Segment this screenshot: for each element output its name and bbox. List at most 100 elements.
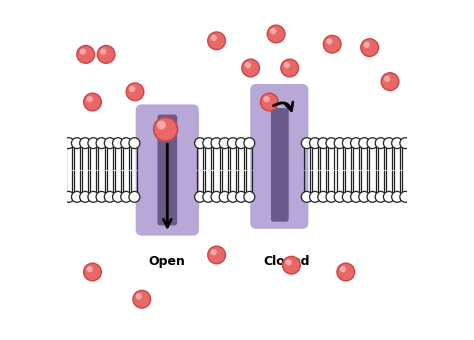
Circle shape bbox=[381, 73, 399, 90]
Text: Closed: Closed bbox=[263, 255, 310, 268]
Circle shape bbox=[359, 191, 370, 202]
Circle shape bbox=[384, 75, 391, 82]
Circle shape bbox=[121, 191, 132, 202]
Circle shape bbox=[270, 28, 276, 34]
Circle shape bbox=[100, 48, 107, 55]
Circle shape bbox=[126, 83, 144, 101]
Circle shape bbox=[211, 138, 222, 149]
Circle shape bbox=[86, 266, 93, 272]
Circle shape bbox=[326, 138, 337, 149]
Circle shape bbox=[367, 138, 378, 149]
Circle shape bbox=[244, 191, 255, 202]
Circle shape bbox=[104, 191, 115, 202]
Circle shape bbox=[242, 59, 259, 77]
Circle shape bbox=[203, 138, 214, 149]
Circle shape bbox=[80, 48, 86, 55]
Circle shape bbox=[228, 138, 238, 149]
Circle shape bbox=[367, 191, 378, 202]
Circle shape bbox=[211, 191, 222, 202]
Circle shape bbox=[88, 138, 99, 149]
Circle shape bbox=[133, 290, 151, 308]
Circle shape bbox=[129, 191, 140, 202]
Circle shape bbox=[136, 293, 142, 300]
Circle shape bbox=[129, 86, 136, 92]
Circle shape bbox=[318, 138, 328, 149]
Circle shape bbox=[96, 191, 107, 202]
Circle shape bbox=[283, 256, 300, 274]
Circle shape bbox=[104, 138, 115, 149]
Circle shape bbox=[342, 191, 353, 202]
Circle shape bbox=[334, 191, 345, 202]
Circle shape bbox=[96, 138, 107, 149]
Circle shape bbox=[245, 62, 251, 68]
Circle shape bbox=[323, 35, 341, 53]
Circle shape bbox=[121, 138, 132, 149]
Circle shape bbox=[80, 138, 91, 149]
Circle shape bbox=[83, 93, 101, 111]
Circle shape bbox=[72, 138, 82, 149]
Circle shape bbox=[281, 59, 299, 77]
Circle shape bbox=[267, 25, 285, 43]
Circle shape bbox=[375, 138, 386, 149]
Circle shape bbox=[72, 191, 82, 202]
Circle shape bbox=[195, 191, 206, 202]
Circle shape bbox=[154, 117, 177, 141]
Circle shape bbox=[260, 93, 278, 111]
Circle shape bbox=[83, 263, 101, 281]
Circle shape bbox=[228, 191, 238, 202]
FancyBboxPatch shape bbox=[136, 104, 199, 236]
Circle shape bbox=[351, 191, 362, 202]
Circle shape bbox=[318, 191, 328, 202]
FancyBboxPatch shape bbox=[250, 84, 309, 229]
Circle shape bbox=[326, 38, 333, 45]
Circle shape bbox=[359, 138, 370, 149]
Circle shape bbox=[361, 39, 378, 56]
Circle shape bbox=[219, 138, 230, 149]
Circle shape bbox=[157, 120, 166, 130]
Circle shape bbox=[342, 138, 353, 149]
Circle shape bbox=[112, 191, 123, 202]
Circle shape bbox=[236, 138, 246, 149]
Circle shape bbox=[392, 138, 402, 149]
Circle shape bbox=[263, 96, 270, 102]
Circle shape bbox=[285, 259, 292, 266]
Circle shape bbox=[244, 138, 255, 149]
Circle shape bbox=[97, 46, 115, 63]
Circle shape bbox=[63, 138, 74, 149]
Circle shape bbox=[208, 246, 226, 264]
Circle shape bbox=[326, 191, 337, 202]
Circle shape bbox=[219, 191, 230, 202]
Circle shape bbox=[208, 32, 226, 50]
Circle shape bbox=[88, 191, 99, 202]
FancyBboxPatch shape bbox=[157, 115, 177, 225]
Circle shape bbox=[203, 191, 214, 202]
Circle shape bbox=[383, 138, 394, 149]
Circle shape bbox=[283, 62, 290, 68]
Circle shape bbox=[310, 191, 320, 202]
Circle shape bbox=[86, 96, 93, 102]
Circle shape bbox=[400, 138, 411, 149]
Circle shape bbox=[364, 41, 370, 48]
Circle shape bbox=[301, 138, 312, 149]
Circle shape bbox=[383, 191, 394, 202]
Circle shape bbox=[337, 263, 355, 281]
Circle shape bbox=[80, 191, 91, 202]
Circle shape bbox=[375, 191, 386, 202]
Circle shape bbox=[334, 138, 345, 149]
Circle shape bbox=[195, 138, 206, 149]
Circle shape bbox=[210, 249, 217, 255]
Circle shape bbox=[351, 138, 362, 149]
FancyBboxPatch shape bbox=[271, 108, 289, 222]
Circle shape bbox=[236, 191, 246, 202]
Circle shape bbox=[340, 266, 346, 272]
Circle shape bbox=[129, 138, 140, 149]
Circle shape bbox=[301, 191, 312, 202]
Circle shape bbox=[210, 35, 217, 41]
Circle shape bbox=[310, 138, 320, 149]
Circle shape bbox=[112, 138, 123, 149]
Circle shape bbox=[392, 191, 402, 202]
Circle shape bbox=[77, 46, 94, 63]
Circle shape bbox=[400, 191, 411, 202]
Circle shape bbox=[63, 191, 74, 202]
Text: Open: Open bbox=[149, 255, 186, 268]
